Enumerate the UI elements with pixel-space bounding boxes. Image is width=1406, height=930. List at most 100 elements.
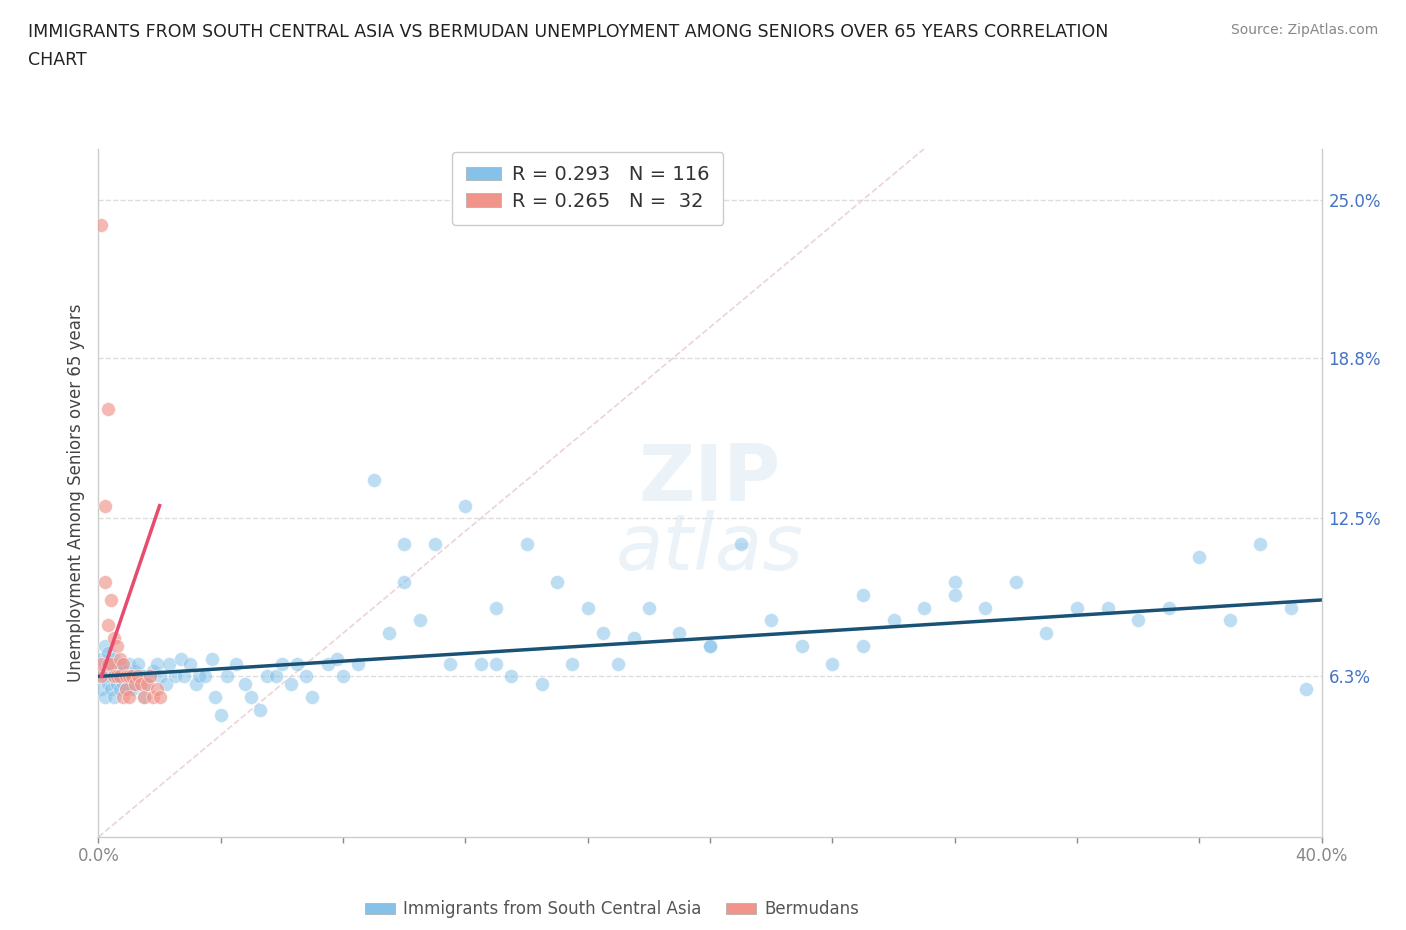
- Point: [301, 689, 323, 704]
- Point: [668, 626, 690, 641]
- Point: [408, 613, 430, 628]
- Point: [912, 600, 935, 615]
- Point: [142, 664, 165, 679]
- Point: [883, 613, 905, 628]
- Point: [1097, 600, 1119, 615]
- Point: [215, 669, 238, 684]
- Point: [485, 600, 508, 615]
- Point: [1004, 575, 1026, 590]
- Point: [233, 677, 256, 692]
- Point: [139, 669, 162, 684]
- Point: [111, 677, 134, 692]
- Point: [145, 657, 167, 671]
- Point: [97, 657, 120, 671]
- Point: [136, 677, 159, 692]
- Point: [111, 657, 134, 671]
- Point: [790, 638, 813, 653]
- Point: [240, 689, 263, 704]
- Point: [134, 689, 156, 704]
- Point: [530, 677, 553, 692]
- Point: [209, 707, 232, 722]
- Text: Source: ZipAtlas.com: Source: ZipAtlas.com: [1230, 23, 1378, 37]
- Point: [103, 651, 125, 666]
- Point: [100, 669, 122, 684]
- Point: [1066, 600, 1088, 615]
- Point: [97, 664, 120, 679]
- Point: [423, 537, 446, 551]
- Point: [485, 657, 508, 671]
- Point: [200, 651, 222, 666]
- Point: [392, 575, 416, 590]
- Point: [607, 657, 630, 671]
- Point: [90, 682, 112, 697]
- Point: [439, 657, 461, 671]
- Point: [454, 498, 477, 513]
- Point: [225, 657, 247, 671]
- Point: [93, 669, 115, 684]
- Point: [105, 664, 128, 679]
- Point: [852, 638, 875, 653]
- Point: [108, 669, 131, 684]
- Text: atlas: atlas: [616, 510, 804, 586]
- Point: [118, 689, 141, 704]
- Point: [623, 631, 645, 645]
- Point: [155, 677, 177, 692]
- Point: [118, 682, 141, 697]
- Point: [90, 651, 112, 666]
- Point: [136, 677, 159, 692]
- Point: [516, 537, 538, 551]
- Point: [470, 657, 492, 671]
- Point: [501, 669, 523, 684]
- Point: [561, 657, 583, 671]
- Point: [118, 669, 141, 684]
- Point: [115, 682, 138, 697]
- Point: [163, 669, 186, 684]
- Point: [139, 669, 162, 684]
- Point: [179, 657, 201, 671]
- Point: [105, 669, 128, 684]
- Point: [90, 218, 112, 232]
- Point: [97, 677, 120, 692]
- Point: [100, 592, 122, 607]
- Point: [121, 669, 143, 684]
- Point: [103, 689, 125, 704]
- Point: [974, 600, 997, 615]
- Point: [121, 682, 143, 697]
- Point: [93, 689, 115, 704]
- Point: [1157, 600, 1180, 615]
- Point: [111, 689, 134, 704]
- Point: [759, 613, 782, 628]
- Point: [699, 638, 721, 653]
- Point: [285, 657, 308, 671]
- Point: [124, 677, 146, 692]
- Point: [173, 669, 195, 684]
- Point: [546, 575, 568, 590]
- Point: [592, 626, 614, 641]
- Point: [157, 657, 180, 671]
- Point: [105, 677, 128, 692]
- Point: [1035, 626, 1057, 641]
- Point: [115, 669, 138, 684]
- Point: [115, 682, 138, 697]
- Point: [90, 669, 112, 684]
- Text: IMMIGRANTS FROM SOUTH CENTRAL ASIA VS BERMUDAN UNEMPLOYMENT AMONG SENIORS OVER 6: IMMIGRANTS FROM SOUTH CENTRAL ASIA VS BE…: [28, 23, 1108, 41]
- Point: [943, 575, 966, 590]
- Point: [149, 689, 172, 704]
- Point: [124, 664, 146, 679]
- Point: [1219, 613, 1241, 628]
- Point: [1295, 682, 1317, 697]
- Y-axis label: Unemployment Among Seniors over 65 years: Unemployment Among Seniors over 65 years: [66, 304, 84, 682]
- Point: [124, 677, 146, 692]
- Point: [108, 651, 131, 666]
- Point: [100, 657, 122, 671]
- Point: [188, 669, 211, 684]
- Point: [129, 669, 152, 684]
- Point: [256, 669, 278, 684]
- Point: [129, 677, 152, 692]
- Point: [326, 651, 349, 666]
- Point: [280, 677, 302, 692]
- Point: [90, 657, 112, 671]
- Point: [100, 682, 122, 697]
- Point: [127, 669, 149, 684]
- Text: CHART: CHART: [28, 51, 87, 69]
